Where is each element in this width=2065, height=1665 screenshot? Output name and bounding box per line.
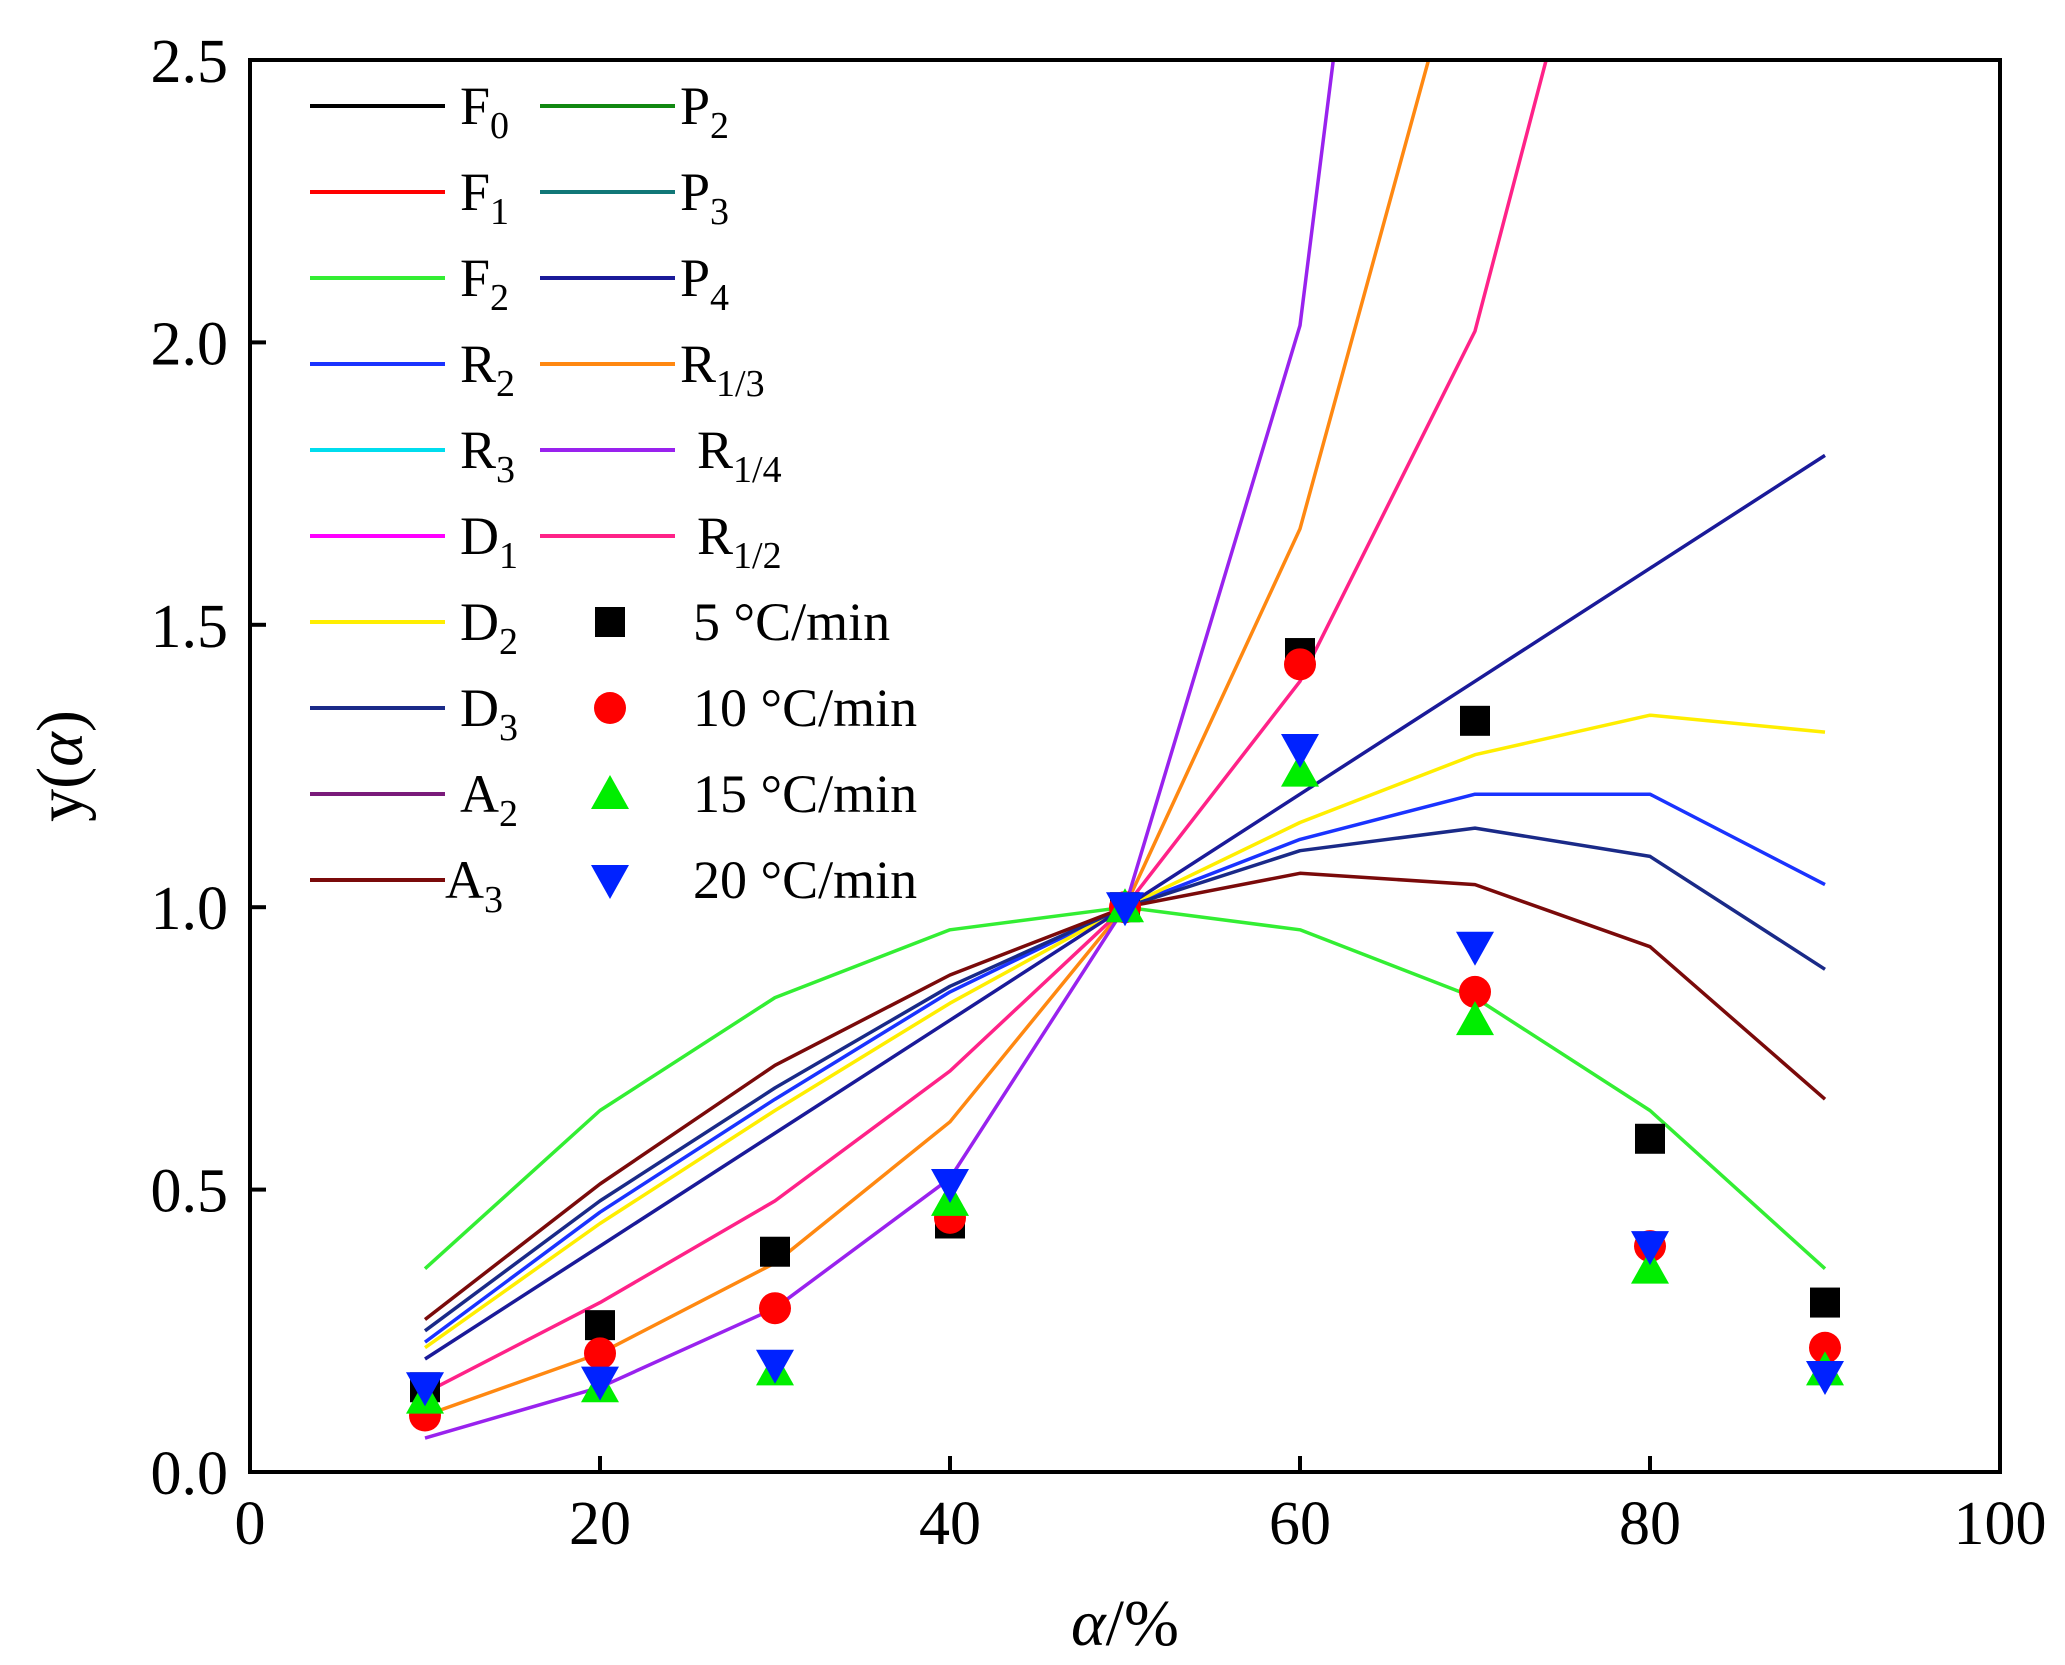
- y-tick-label: 1.5: [151, 593, 229, 661]
- x-tick-label: 40: [919, 1490, 981, 1558]
- series-line-d-2: [423, 713, 1826, 1350]
- data-point-5-c-min: [760, 1236, 790, 1267]
- data-point-10-c-min: [1284, 648, 1316, 681]
- data-point-20-c-min: [406, 1372, 444, 1407]
- series-line-r-1-2: [424, 60, 1548, 1395]
- legend-marker-20-c-min: [591, 865, 629, 899]
- data-point-5-c-min: [1810, 1287, 1840, 1318]
- data-point-15-c-min: [1631, 1249, 1669, 1284]
- legend-label-10-c-min: 10 °C/min: [693, 678, 917, 738]
- legend-label-15-c-min: 15 °C/min: [693, 764, 917, 824]
- legend-label-5-c-min: 5 °C/min: [693, 592, 890, 652]
- legend-label-f-1: F1: [460, 162, 509, 233]
- series-layer: [423, 60, 1827, 1440]
- data-point-20-c-min: [1106, 892, 1144, 927]
- legend-label-d-3: D3: [460, 678, 518, 749]
- y-tick-label: 1.0: [151, 875, 229, 943]
- x-tick-label: 20: [569, 1490, 631, 1558]
- data-point-15-c-min: [1456, 1001, 1494, 1036]
- data-point-5-c-min: [1460, 705, 1490, 736]
- data-point-10-c-min: [1809, 1331, 1841, 1364]
- data-point-5-c-min: [585, 1310, 615, 1341]
- legend-label-a-3: A3: [445, 850, 503, 921]
- legend-marker-15-c-min: [591, 775, 629, 809]
- legend-label-p-4: P4: [680, 248, 729, 319]
- series-line-f-2: [423, 905, 1827, 1270]
- series-line-r-2: [423, 792, 1826, 1344]
- plot-frame: [248, 58, 2002, 1474]
- axis-layer: 0 20 40 60 80 100 0.0 0.5 1.0 1.5 2.0 2.5: [151, 28, 2047, 1558]
- y-tick-label: 2.5: [151, 28, 229, 96]
- legend-label-r-1-2: R1/2: [697, 506, 782, 577]
- x-tick-label: 0: [235, 1490, 266, 1558]
- data-point-10-c-min: [1459, 975, 1491, 1008]
- legend-label-f-0: F0: [460, 76, 509, 147]
- legend-label-p-2: P2: [680, 76, 729, 147]
- series-line-a-3: [423, 871, 1827, 1321]
- data-point-20-c-min: [581, 1366, 619, 1401]
- legend: F0 F1 F2 R2 R3 D1 D2 D3 A2 A3 P2 P3 P4 R1/3 R1/4 R1/2 5 …: [310, 76, 917, 921]
- y-tick-label: 2.0: [151, 310, 229, 378]
- data-point-20-c-min: [1281, 734, 1319, 769]
- x-tick-label: 80: [1619, 1490, 1681, 1558]
- data-point-20-c-min: [1456, 931, 1494, 966]
- y-tick-label: 0.5: [151, 1158, 229, 1226]
- data-point-20-c-min: [931, 1168, 969, 1203]
- legend-label-p-3: P3: [680, 162, 729, 233]
- data-point-10-c-min: [759, 1292, 791, 1325]
- data-point-20-c-min: [1631, 1231, 1669, 1266]
- legend-label-d-2: D2: [460, 592, 518, 663]
- legend-label-f-2: F2: [460, 248, 509, 319]
- legend-marker-5-c-min: [595, 607, 625, 637]
- y-tick-label: 0.0: [151, 1440, 229, 1508]
- legend-label-a-2: A2: [460, 764, 518, 835]
- legend-label-d-1: D1: [460, 506, 518, 577]
- data-point-10-c-min: [584, 1337, 616, 1370]
- legend-label-r-3: R3: [460, 420, 515, 491]
- x-tick-label: 100: [1954, 1490, 2047, 1558]
- legend-label-r-1-4: R1/4: [697, 420, 782, 491]
- data-point-20-c-min: [1806, 1360, 1844, 1395]
- legend-label-20-c-min: 20 °C/min: [693, 850, 917, 910]
- x-axis-title: α/%: [1071, 1587, 1179, 1660]
- data-point-5-c-min: [1635, 1123, 1665, 1154]
- data-point-20-c-min: [756, 1349, 794, 1384]
- x-tick-label: 60: [1269, 1490, 1331, 1558]
- data-point-15-c-min: [1281, 752, 1319, 787]
- legend-label-r-1-3: R1/3: [680, 334, 765, 405]
- legend-marker-10-c-min: [594, 692, 626, 724]
- y-axis-title: y(α): [24, 710, 97, 822]
- marker-layer: [406, 638, 1844, 1432]
- legend-label-r-2: R2: [460, 334, 515, 405]
